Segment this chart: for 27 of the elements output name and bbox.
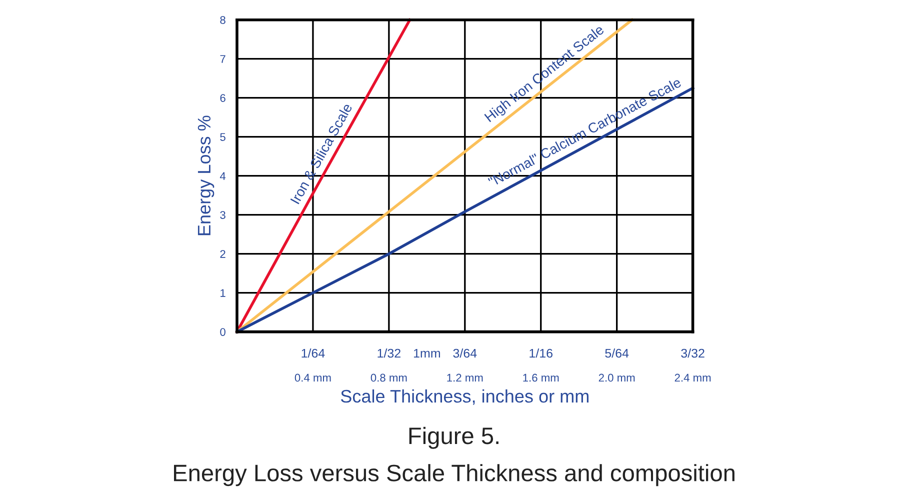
y-tick-label: 1 bbox=[220, 289, 226, 297]
y-tick-label: 8 bbox=[220, 16, 226, 24]
y-tick-label: 3 bbox=[220, 211, 226, 219]
text: 1/16 bbox=[530, 348, 552, 358]
text: 3/64 bbox=[453, 348, 477, 358]
y-tick-label: 0 bbox=[220, 328, 226, 336]
y-tick-label: 2 bbox=[220, 250, 226, 258]
x-axis-title: Scale Thickness, inches or mm bbox=[340, 389, 588, 405]
x-tick-label: 2.0 mm bbox=[598, 374, 635, 382]
text: 1mm bbox=[414, 348, 440, 358]
y-tick-label: 6 bbox=[220, 94, 226, 102]
x-tick-label: 2.4 mm bbox=[674, 374, 711, 382]
text: 5/64 bbox=[605, 348, 629, 358]
y-tick-label: 4 bbox=[220, 172, 226, 180]
y-tick-label: 7 bbox=[220, 55, 226, 63]
text: 3/32 bbox=[681, 348, 704, 358]
x-tick-label: 1.2 mm bbox=[447, 374, 483, 382]
text: 1/64 bbox=[302, 348, 325, 358]
x-tick-label: 0.8 mm bbox=[370, 374, 407, 382]
x-tick-label: 0.4 mm bbox=[294, 374, 331, 382]
text: Energy Loss versus Scale Thickness and composition bbox=[174, 464, 734, 486]
y-axis-title: Energy Loss % bbox=[198, 116, 214, 236]
text: Iron & Silica Scale bbox=[290, 102, 352, 204]
caption: Figure 5. bbox=[409, 426, 498, 449]
y-tick-label: 5 bbox=[220, 133, 226, 141]
text: 1/32 bbox=[378, 348, 400, 358]
x-tick-label: 1.6 mm bbox=[523, 374, 559, 382]
